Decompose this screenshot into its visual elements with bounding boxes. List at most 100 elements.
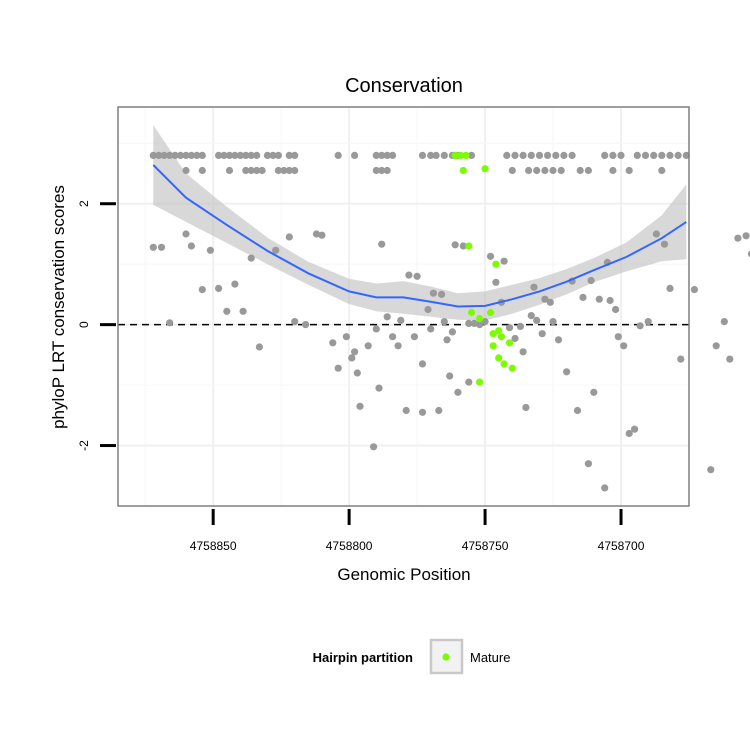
smooth-line: [152, 164, 687, 308]
other-point: [579, 293, 587, 301]
other-point: [291, 166, 299, 175]
other-point: [149, 243, 157, 251]
mature-point: [467, 308, 476, 317]
legend-key-dot: [442, 653, 450, 661]
other-point: [378, 166, 386, 175]
other-point: [242, 166, 250, 175]
other-point: [511, 334, 519, 343]
legend-label-mature: Mature: [470, 650, 510, 665]
other-point: [280, 166, 288, 175]
other-point: [658, 166, 666, 175]
chart-title: Conservation: [345, 75, 463, 97]
other-point: [712, 342, 720, 350]
other-point: [682, 151, 690, 159]
other-point: [503, 151, 511, 159]
other-point: [443, 336, 451, 344]
other-point: [364, 342, 372, 350]
other-point: [690, 286, 699, 294]
other-point: [525, 166, 533, 175]
other-point: [253, 151, 261, 159]
other-point: [573, 406, 582, 415]
mature-point: [497, 333, 505, 341]
smooth-curve: [152, 164, 687, 308]
other-point: [206, 246, 214, 254]
other-point: [182, 151, 190, 159]
y-axis-title: phyloP LRT conservation scores: [49, 185, 68, 429]
other-point: [519, 151, 527, 159]
other-point: [486, 252, 495, 260]
other-point: [438, 290, 446, 298]
other-point: [166, 151, 174, 159]
other-point: [601, 151, 609, 159]
other-point: [231, 151, 239, 159]
other-point: [641, 151, 650, 159]
other-point: [182, 230, 190, 238]
other-point: [609, 151, 617, 159]
other-point: [285, 151, 293, 159]
other-point: [576, 166, 584, 175]
other-point: [285, 233, 293, 241]
other-point: [258, 166, 266, 175]
mature-point: [492, 260, 500, 268]
other-point: [544, 151, 552, 159]
other-point: [329, 339, 337, 347]
other-point: [584, 460, 593, 468]
other-point: [356, 402, 364, 410]
other-point: [552, 151, 560, 159]
other-point: [476, 321, 484, 329]
other-point: [225, 166, 234, 175]
mature-point: [457, 151, 465, 159]
other-point: [402, 406, 410, 415]
other-point: [587, 276, 595, 285]
x-axis: 4758850 4758800 4758750 4758700: [190, 509, 645, 553]
y-tick-label: -2: [77, 440, 91, 451]
other-point: [405, 271, 413, 279]
other-point: [160, 151, 168, 159]
other-point: [413, 272, 421, 280]
other-point: [652, 230, 661, 238]
other-point: [342, 333, 350, 341]
other-point: [198, 166, 206, 175]
other-point: [508, 166, 516, 175]
mature-point: [495, 327, 503, 335]
other-point: [511, 151, 519, 159]
other-point: [500, 257, 508, 265]
other-point: [617, 151, 625, 159]
other-point: [255, 343, 263, 351]
other-point: [530, 283, 538, 291]
other-point: [568, 151, 576, 159]
other-point: [247, 254, 255, 262]
other-point: [560, 151, 568, 159]
other-point: [171, 151, 179, 159]
other-point: [440, 318, 448, 326]
other-point: [541, 166, 549, 175]
other-point: [726, 355, 734, 363]
other-point: [418, 360, 427, 368]
other-point: [418, 408, 427, 416]
other-point: [448, 328, 456, 336]
other-point: [516, 322, 525, 330]
other-point: [272, 246, 280, 254]
other-point: [633, 151, 641, 159]
other-point: [612, 305, 620, 314]
other-point: [302, 321, 310, 329]
other-point: [394, 342, 402, 350]
other-point: [353, 369, 361, 377]
other-point: [590, 388, 598, 396]
other-point: [658, 151, 666, 159]
other-point: [595, 295, 603, 303]
other-point: [554, 336, 563, 344]
other-point: [650, 151, 658, 159]
other-point: [239, 307, 247, 315]
other-point: [274, 166, 282, 175]
x-axis-title: Genomic Position: [337, 565, 470, 584]
mature-point: [476, 315, 484, 323]
other-point: [527, 312, 535, 320]
other-point: [348, 354, 356, 362]
other-point: [631, 425, 639, 433]
other-point: [215, 151, 223, 159]
other-point: [601, 484, 609, 492]
mature-point: [476, 378, 484, 386]
mature-point: [462, 151, 470, 159]
other-point: [606, 296, 614, 305]
